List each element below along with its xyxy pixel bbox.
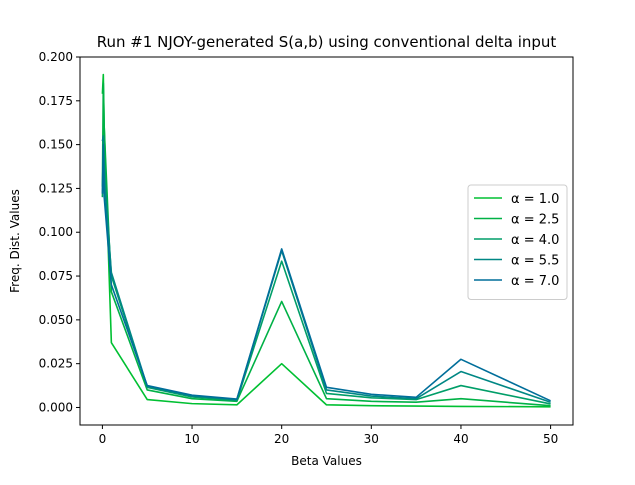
y-tick-label: 0.000 bbox=[39, 400, 73, 414]
plot-area bbox=[101, 73, 551, 408]
legend-entry: α = 7.0 bbox=[511, 274, 559, 289]
x-tick-label: 30 bbox=[364, 432, 379, 446]
x-tick-label: 10 bbox=[184, 432, 199, 446]
y-tick-label: 0.100 bbox=[39, 225, 73, 239]
x-axis: 0 10 20 30 40 50 bbox=[99, 425, 558, 446]
legend-entry: α = 2.5 bbox=[511, 213, 559, 228]
axes-frame bbox=[79, 56, 574, 426]
legend-entry: α = 4.0 bbox=[511, 233, 559, 248]
y-axis: 0.000 0.025 0.050 0.075 0.100 0.125 0.150 0.175… bbox=[39, 50, 80, 414]
legend-box bbox=[467, 184, 568, 300]
x-tick-label: 40 bbox=[453, 432, 468, 446]
x-tick-label: 0 bbox=[99, 432, 107, 446]
y-axis-label: Freq. Dist. Values bbox=[8, 189, 22, 293]
y-tick-label: 0.150 bbox=[39, 138, 73, 152]
legend: α = 1.0 α = 2.5 α = 4.0 α = 5.5 α = 7.0 bbox=[467, 184, 568, 300]
x-axis-label: Beta Values bbox=[291, 454, 362, 468]
legend-entry: α = 5.5 bbox=[511, 254, 559, 269]
series-line-2 bbox=[101, 82, 551, 407]
y-tick-label: 0.075 bbox=[39, 269, 73, 283]
x-tick-label: 50 bbox=[543, 432, 558, 446]
y-tick-label: 0.050 bbox=[39, 313, 73, 327]
y-tick-label: 0.025 bbox=[39, 357, 73, 371]
y-tick-label: 0.125 bbox=[39, 181, 73, 195]
series-line-5 bbox=[101, 143, 551, 402]
legend-entry: α = 1.0 bbox=[511, 192, 559, 207]
chart-title: Run #1 NJOY-generated S(a,b) using conve… bbox=[97, 33, 557, 51]
x-tick-label: 20 bbox=[274, 432, 289, 446]
y-tick-label: 0.175 bbox=[39, 94, 73, 108]
y-tick-label: 0.200 bbox=[39, 50, 73, 64]
